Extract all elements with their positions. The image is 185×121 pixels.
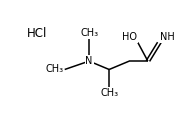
Text: NH: NH [160, 32, 175, 42]
Text: HCl: HCl [27, 27, 48, 40]
Text: CH₃: CH₃ [100, 88, 118, 98]
Text: CH₃: CH₃ [80, 28, 98, 38]
Text: HO: HO [122, 32, 137, 42]
Text: N: N [85, 56, 93, 66]
Text: CH₃: CH₃ [45, 64, 63, 75]
